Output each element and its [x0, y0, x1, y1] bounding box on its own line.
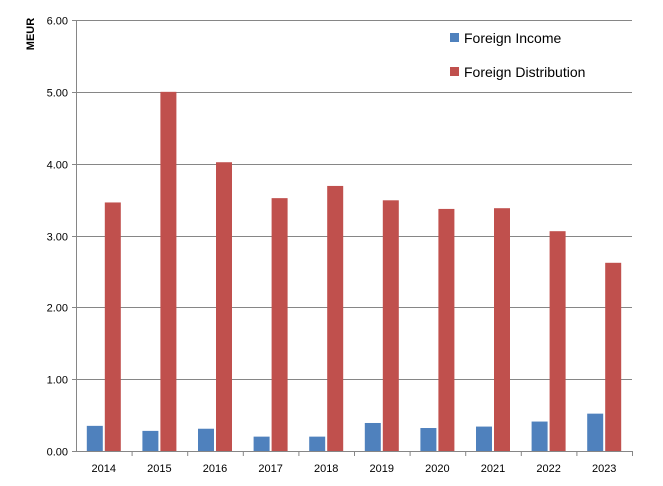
bar-foreign-income-2019: [364, 422, 381, 451]
x-tick-label-2023: 2023: [592, 463, 616, 475]
bar-foreign-distribution-2016: [216, 162, 232, 452]
axes: [76, 20, 633, 456]
x-tick-labels: 2014 2015 2016 2017 2018 2019 2020 2021 2022 2023: [92, 463, 617, 475]
bar-foreign-income-2017: [253, 436, 270, 451]
bar-foreign-income-2014: [86, 425, 103, 451]
bar-foreign-income-2023: [587, 413, 604, 451]
bar-foreign-distribution-2018: [327, 185, 344, 451]
bar-foreign-distribution-2020: [438, 208, 455, 451]
bar-foreign-distribution-2023: [605, 262, 622, 451]
x-tick-label-2015: 2015: [147, 463, 171, 475]
y-axis-title: MEUR: [25, 18, 37, 50]
legend: Foreign Income Foreign Distribution: [450, 30, 585, 80]
x-tick-label-2020: 2020: [425, 463, 449, 475]
legend-label-foreign-income: Foreign Income: [464, 30, 561, 46]
y-tick-label-4.00: 4.00: [47, 160, 68, 172]
y-tick-labels: 0.00 1.00 2.00 3.00 4.00 5.00 6.00: [47, 16, 68, 459]
x-tick-label-2019: 2019: [370, 463, 394, 475]
bar-foreign-distribution-2021: [494, 208, 510, 451]
gridlines: [72, 20, 632, 452]
bar-foreign-income-2020: [420, 428, 437, 451]
y-tick-label-0.00: 0.00: [47, 447, 68, 459]
bar-foreign-distribution-2022: [549, 231, 566, 451]
bar-foreign-distribution-2015: [160, 91, 177, 451]
bar-foreign-income-2021: [476, 426, 492, 451]
x-tick-label-2022: 2022: [536, 463, 560, 475]
bars: [86, 91, 622, 452]
legend-swatch-foreign-distribution: [450, 67, 459, 76]
x-tick-label-2021: 2021: [481, 463, 505, 475]
y-tick-label-5.00: 5.00: [47, 88, 68, 100]
bar-foreign-income-2015: [142, 430, 159, 451]
bar-foreign-income-2022: [531, 421, 548, 451]
legend-swatch-foreign-income: [450, 33, 459, 42]
y-tick-label-1.00: 1.00: [47, 375, 68, 387]
bar-foreign-income-2016: [198, 428, 214, 451]
bar-foreign-distribution-2014: [104, 202, 121, 451]
x-tick-label-2016: 2016: [203, 463, 227, 475]
y-tick-label-3.00: 3.00: [47, 232, 68, 244]
x-tick-label-2017: 2017: [258, 463, 282, 475]
bar-foreign-income-2018: [309, 436, 326, 451]
y-tick-label-6.00: 6.00: [47, 16, 68, 28]
bar-foreign-distribution-2019: [382, 200, 399, 451]
legend-label-foreign-distribution: Foreign Distribution: [464, 64, 585, 80]
x-tick-label-2018: 2018: [314, 463, 338, 475]
bar-foreign-distribution-2017: [271, 198, 288, 451]
x-tick-label-2014: 2014: [92, 463, 116, 475]
y-tick-label-2.00: 2.00: [47, 303, 68, 315]
